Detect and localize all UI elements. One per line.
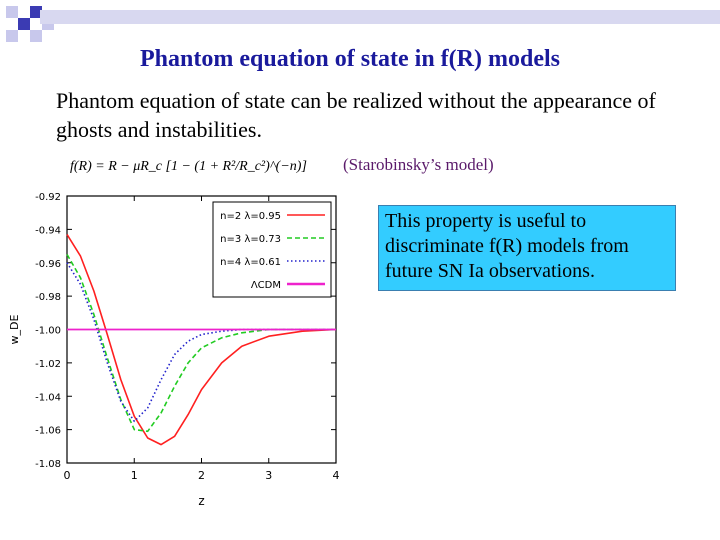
y-tick-label: -1.08 (35, 459, 61, 470)
chart-legend: n=2 λ=0.95 n=3 λ=0.73 n=4 λ=0.61 ΛCDM (212, 201, 332, 298)
slide-title: Phantom equation of state in f(R) models (140, 46, 560, 72)
y-tick-label: -1.06 (35, 426, 61, 437)
x-axis-label: z (198, 494, 204, 508)
formula-image: f(R) = R − μR_c [1 − (1 + R²/R_c²)^(−n)] (70, 159, 307, 174)
y-tick-label: -0.92 (35, 192, 61, 203)
x-tick-label: 4 (333, 469, 340, 482)
x-tick-label: 2 (198, 469, 205, 482)
series-line-0 (66, 233, 337, 446)
wde-chart: -0.92 -0.94 -0.96 -0.98 -1.00 -1.02 -1.04 -1.06… (8, 192, 340, 508)
corner-decoration (6, 6, 54, 42)
legend-label-1: n=3 λ=0.73 (220, 234, 281, 245)
slide-body-text: Phantom equation of state can be realize… (56, 88, 656, 142)
chart-series (66, 233, 337, 446)
legend-box (212, 201, 332, 298)
y-tick-label: -1.00 (35, 326, 61, 337)
y-tick-label: -1.04 (35, 392, 61, 403)
y-tick-label: -0.96 (35, 259, 61, 270)
y-tick-label: -0.98 (35, 292, 61, 303)
y-tick-label: -0.94 (35, 225, 61, 236)
x-tick-label: 1 (131, 469, 138, 482)
model-label: (Starobinsky’s model) (343, 155, 494, 174)
callout-box: This property is useful to discriminate … (378, 205, 676, 291)
top-accent-bar (40, 10, 720, 24)
x-tick-label: 0 (64, 469, 71, 482)
y-axis-label: w_DE (8, 314, 21, 344)
series-line-1 (66, 254, 336, 433)
legend-label-0: n=2 λ=0.95 (220, 211, 281, 222)
y-tick-label: -1.02 (35, 359, 61, 370)
legend-label-2: n=4 λ=0.61 (220, 257, 281, 268)
x-tick-label: 3 (265, 469, 272, 482)
formula-text: f(R) = R − μR_c [1 − (1 + R²/R_c²)^(−n)] (70, 159, 307, 174)
legend-label-3: ΛCDM (251, 280, 281, 291)
